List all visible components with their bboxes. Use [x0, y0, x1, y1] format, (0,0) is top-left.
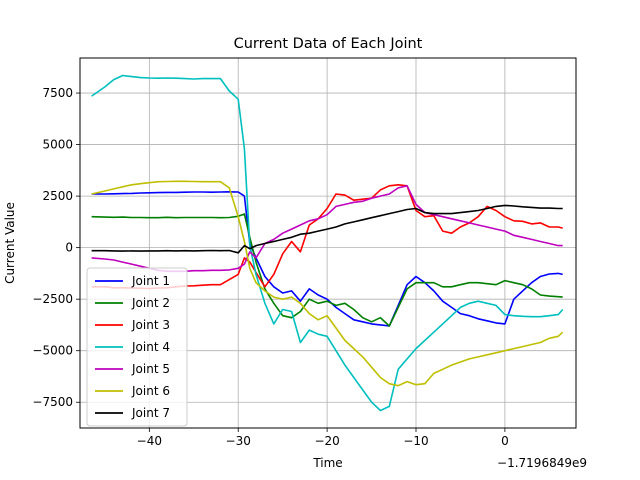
- axis-ticks: −40 −30 −20 −10 0 −7500 −5000 −2500 0 2500 5000 750…: [32, 86, 508, 448]
- series-line-4: [91, 74, 564, 412]
- y-tick-label: 5000: [42, 138, 73, 152]
- legend: Joint 1 Joint 2 Joint 3 Joint 4 Joint 5 Joint…: [86, 267, 188, 427]
- legend-label: Joint 1: [131, 274, 170, 288]
- legend-label: Joint 7: [131, 406, 170, 420]
- legend-label: Joint 3: [131, 318, 170, 332]
- legend-label: Joint 6: [131, 384, 170, 398]
- legend-box: [86, 267, 188, 427]
- chart-title: Current Data of Each Joint: [234, 36, 423, 52]
- x-axis-label: Time: [312, 456, 342, 470]
- x-tick-label: −30: [226, 434, 251, 448]
- plot-frame: [79, 57, 577, 429]
- x-tick-label: 0: [501, 434, 509, 448]
- x-tick-label: −20: [314, 434, 339, 448]
- series-line-7: [91, 204, 563, 254]
- y-tick-label: −7500: [32, 395, 73, 409]
- y-tick-label: −2500: [32, 292, 73, 306]
- series-line-6: [91, 180, 564, 387]
- y-tick-label: 0: [65, 241, 73, 255]
- legend-label: Joint 4: [131, 340, 170, 354]
- y-axis-label: Current Value: [3, 202, 17, 284]
- x-tick-label: −10: [403, 434, 428, 448]
- x-axis-offset-label: −1.7196849e9: [497, 456, 587, 470]
- x-tick-label: −40: [137, 434, 162, 448]
- y-tick-label: 7500: [42, 86, 73, 100]
- legend-label: Joint 5: [131, 362, 170, 376]
- legend-label: Joint 2: [131, 296, 170, 310]
- series-line-2: [91, 213, 563, 327]
- y-tick-label: 2500: [42, 189, 73, 203]
- series-line-1: [91, 191, 563, 327]
- y-tick-label: −5000: [32, 344, 73, 358]
